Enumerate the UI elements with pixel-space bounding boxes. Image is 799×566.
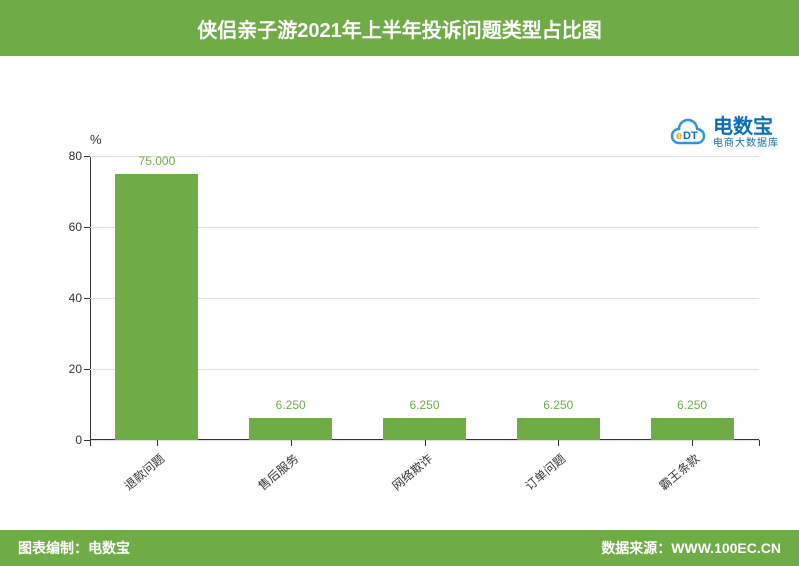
grid-line <box>90 156 759 157</box>
y-tick-mark <box>84 156 90 157</box>
y-tick-mark <box>84 369 90 370</box>
y-tick-mark <box>84 227 90 228</box>
y-axis-unit: % <box>90 132 102 147</box>
bar: 6.250 <box>249 418 332 440</box>
x-tick-mark <box>558 440 559 446</box>
chart-title: 侠侣亲子游2021年上半年投诉问题类型占比图 <box>197 14 602 43</box>
y-tick-label: 60 <box>69 220 82 234</box>
footer-bar: 图表编制：电数宝 数据来源：WWW.100EC.CN <box>0 530 799 566</box>
bar-value-label: 6.250 <box>409 398 439 412</box>
x-tick-label: 霸王条款 <box>655 450 703 494</box>
y-tick-mark <box>84 298 90 299</box>
x-tick-mark <box>759 440 760 446</box>
x-tick-mark <box>291 440 292 446</box>
x-tick-label: 退款问题 <box>120 450 168 494</box>
cloud-icon: e DT <box>663 117 707 149</box>
x-tick-label: 网络欺诈 <box>388 450 436 494</box>
bar-value-label: 75.000 <box>139 154 176 168</box>
svg-text:DT: DT <box>683 130 698 142</box>
logo-text: 电数宝 电商大数据库 <box>713 116 779 149</box>
chart-area: e DT 电数宝 电商大数据库 % 02040608075.000退款问题6.2… <box>0 56 799 530</box>
bar-value-label: 6.250 <box>677 398 707 412</box>
logo: e DT 电数宝 电商大数据库 <box>663 116 779 149</box>
bar-value-label: 6.250 <box>276 398 306 412</box>
chart-title-bar: 侠侣亲子游2021年上半年投诉问题类型占比图 <box>0 0 799 56</box>
bar: 6.250 <box>651 418 734 440</box>
x-tick-label: 售后服务 <box>254 450 302 494</box>
bar: 6.250 <box>517 418 600 440</box>
x-tick-mark <box>157 440 158 446</box>
bar: 6.250 <box>383 418 466 440</box>
bar: 75.000 <box>115 174 198 440</box>
footer-left: 图表编制：电数宝 <box>18 538 130 558</box>
footer-right: 数据来源：WWW.100EC.CN <box>601 538 781 558</box>
x-tick-mark <box>692 440 693 446</box>
x-tick-label: 订单问题 <box>522 450 570 494</box>
y-tick-label: 40 <box>69 291 82 305</box>
logo-sub: 电商大数据库 <box>713 138 779 149</box>
svg-text:e: e <box>676 130 682 142</box>
y-tick-label: 0 <box>75 433 82 447</box>
x-tick-mark <box>90 440 91 446</box>
plot-area: 02040608075.000退款问题6.250售后服务6.250网络欺诈6.2… <box>90 156 759 440</box>
bar-value-label: 6.250 <box>543 398 573 412</box>
x-tick-mark <box>425 440 426 446</box>
logo-main: 电数宝 <box>713 116 779 138</box>
y-tick-label: 20 <box>69 362 82 376</box>
y-tick-label: 80 <box>69 149 82 163</box>
